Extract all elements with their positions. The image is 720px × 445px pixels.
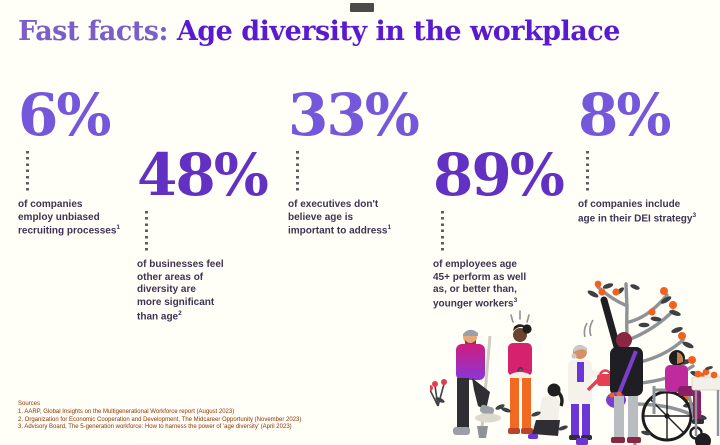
person-woman-with-basket bbox=[508, 310, 533, 434]
ground-sprigs bbox=[495, 404, 651, 436]
stat-caption: of executives don't believe age is importa… bbox=[288, 199, 392, 237]
dotted-connector bbox=[296, 151, 299, 191]
peeking-head bbox=[695, 433, 711, 445]
top-dark-mark bbox=[350, 3, 374, 12]
stat-value: 6% bbox=[18, 81, 111, 149]
orange-crate bbox=[691, 366, 720, 436]
stat-value: 48% bbox=[137, 141, 269, 209]
person-picking-oranges bbox=[583, 296, 643, 443]
sources-block: Sources 1. AARP, Global Insights on the … bbox=[18, 401, 301, 432]
dotted-connector bbox=[441, 211, 444, 251]
stat-card-6-percent: 6% of companies employ unbiased recruiting… bbox=[18, 86, 168, 238]
stat-caption: of companies include age in their DEI str… bbox=[578, 199, 697, 225]
stat-caption: of businesses feel other areas of diversit… bbox=[137, 259, 224, 323]
title-prefix: Fast facts: bbox=[18, 16, 168, 47]
flowering-plant bbox=[430, 379, 447, 407]
person-sitting-planting bbox=[528, 383, 564, 439]
sources-heading: Sources bbox=[18, 401, 41, 407]
source-line: 3. Advisory Board, The 5-generation work… bbox=[18, 424, 292, 431]
stat-value: 89% bbox=[433, 141, 565, 209]
stat-value: 33% bbox=[288, 81, 420, 149]
person-elder-watering bbox=[568, 345, 613, 440]
stat-card-89-percent: 89% of employees age 45+ perform as well a… bbox=[433, 146, 583, 311]
stat-card-8-percent: 8% of companies include age in their DEI … bbox=[578, 86, 720, 226]
person-man-with-shovel bbox=[453, 329, 501, 438]
dotted-connector bbox=[26, 151, 29, 191]
stat-caption: of companies employ unbiased recruiting pr… bbox=[18, 199, 120, 237]
orange-tree-harvest-illustration bbox=[430, 280, 720, 445]
title-main: Age diversity in the workplace bbox=[167, 16, 621, 47]
dotted-connector bbox=[145, 211, 148, 251]
dotted-connector bbox=[586, 151, 589, 191]
stat-value: 8% bbox=[578, 81, 671, 149]
source-line: 2. Organization for Economic Cooperation… bbox=[18, 416, 302, 423]
small-purple-pot bbox=[576, 438, 588, 445]
source-line: 1. AARP, Global Insights on the Multigen… bbox=[18, 408, 235, 415]
page-title: Fast facts: Age diversity in the workpla… bbox=[18, 16, 620, 47]
stat-card-48-percent: 48% of businesses feel other areas of dive… bbox=[137, 146, 287, 324]
stat-card-33-percent: 33% of executives don't believe age is imp… bbox=[288, 86, 438, 238]
